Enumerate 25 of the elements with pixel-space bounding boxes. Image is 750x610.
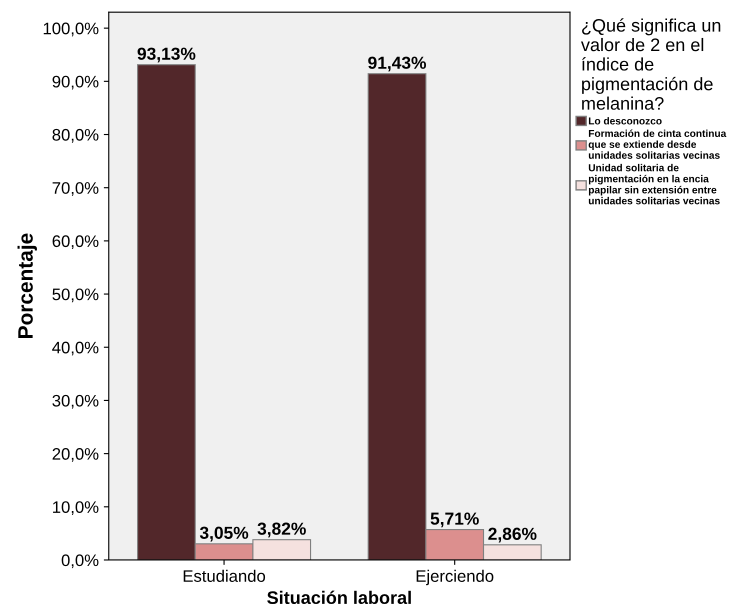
y-axis-title: Porcentaje [18,234,37,338]
y-tick-label: 90,0% [52,76,98,90]
data-label: 3,82% [258,522,306,538]
data-label: 2,86% [488,528,536,542]
y-tick-label: 10,0% [53,501,98,515]
legend-label: Formación de cinta continua que se extiende desde unidades solitarias vecinas [588,129,726,159]
y-tick-label: 80,0% [52,128,98,143]
legend-label: Unidad solitaria de pigmentación en la encia papilar sin extensión entre unidades solitarias vecinas [588,164,720,204]
data-label: 5,71% [430,512,479,528]
x-tick-label: Estudiando [184,570,266,582]
y-tick-label: 40,0% [52,342,98,356]
legend-title: ¿Qué significa un valor de 2 en el índice de pigmentación de melanina? [580,18,720,110]
data-label: 3,05% [200,526,248,542]
y-tick-label: 50,0% [52,288,98,302]
x-axis-title: Situación laboral [267,590,411,604]
y-tick-label: 100,0% [44,22,98,36]
x-tick-label: Ejerciendo [416,570,494,586]
y-tick-label: 0,0% [62,554,98,568]
y-tick-label: 20,0% [52,448,98,462]
y-tick-label: 70,0% [52,182,98,196]
y-tick-label: 30,0% [52,394,98,409]
y-tick-label: 60,0% [52,235,98,250]
data-label: 91,43% [368,56,426,72]
legend-label: Lo desconozco [588,117,662,125]
data-label: 93,13% [138,48,196,62]
